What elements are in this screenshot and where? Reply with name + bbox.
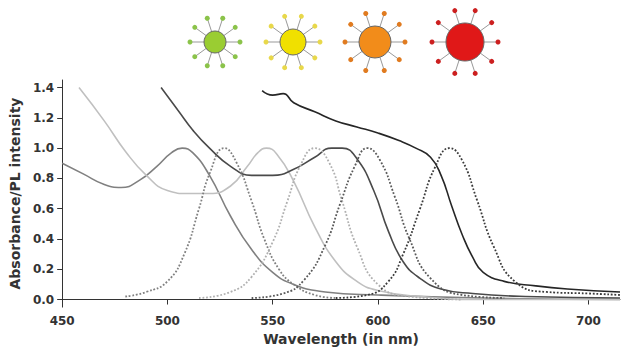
svg-text:650: 650 [471,314,496,328]
svg-text:700: 700 [576,314,601,328]
svg-text:Absorbance/PL intensity: Absorbance/PL intensity [7,98,23,290]
svg-text:1.2: 1.2 [33,111,54,125]
svg-text:1.0: 1.0 [33,141,54,155]
svg-text:600: 600 [365,314,390,328]
svg-text:1.4: 1.4 [33,81,54,95]
svg-text:550: 550 [260,314,285,328]
svg-text:0.6: 0.6 [33,202,54,216]
svg-text:0.4: 0.4 [33,232,54,246]
svg-text:0.8: 0.8 [33,171,54,185]
svg-text:Wavelength (in nm): Wavelength (in nm) [263,331,419,347]
svg-text:0.2: 0.2 [33,262,54,276]
svg-text:0.0: 0.0 [33,293,54,307]
svg-text:450: 450 [50,314,75,328]
svg-text:500: 500 [155,314,180,328]
